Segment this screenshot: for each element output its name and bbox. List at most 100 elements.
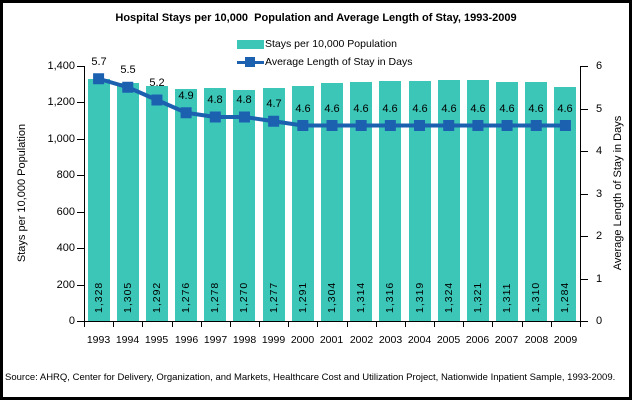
line-point-marker <box>559 120 571 131</box>
bar <box>379 81 401 321</box>
bar <box>233 90 255 321</box>
left-axis-tick <box>77 321 84 322</box>
x-axis-tick <box>288 322 289 327</box>
line-point-marker <box>297 120 309 131</box>
x-axis-tick <box>492 322 493 327</box>
right-axis-line <box>580 66 581 322</box>
x-tick-label: 2009 <box>553 334 578 346</box>
x-axis-tick <box>201 322 202 327</box>
line-point-label: 4.6 <box>295 103 311 115</box>
x-axis-tick <box>522 322 523 327</box>
left-axis-tick-label: 800 <box>56 169 75 181</box>
x-tick-label: 1993 <box>86 334 111 346</box>
x-tick-label: 2000 <box>290 334 315 346</box>
line-point-marker <box>501 120 513 131</box>
bar <box>175 89 197 321</box>
line-point-marker <box>414 120 426 131</box>
left-axis-tick <box>77 102 84 103</box>
left-axis-tick <box>77 139 84 140</box>
left-axis-tick <box>77 248 84 249</box>
line-point-label: 4.7 <box>266 98 282 110</box>
legend: Stays per 10,000 Population Average Leng… <box>237 37 412 69</box>
x-tick-label: 1998 <box>232 334 257 346</box>
right-axis-tick-label: 0 <box>596 315 603 327</box>
x-tick-label: 1997 <box>203 334 228 346</box>
line-point-label: 5.5 <box>120 64 136 76</box>
x-axis-tick <box>580 322 581 327</box>
x-axis-tick <box>434 322 435 327</box>
bar-series-swatch-icon <box>237 39 264 49</box>
left-axis-tick-label: 1,000 <box>47 133 75 145</box>
line-point-marker <box>268 115 280 127</box>
left-axis-tick <box>77 175 84 176</box>
bar <box>292 86 314 321</box>
line-point-label: 5.7 <box>91 56 107 68</box>
line-point-marker <box>151 94 163 106</box>
right-axis-tick-label: 1 <box>596 273 603 285</box>
line-point-marker <box>180 107 192 119</box>
line-series-swatch-icon <box>237 55 264 69</box>
bar <box>321 83 343 321</box>
legend-item-alos: Average Length of Stay in Days <box>237 55 412 69</box>
x-axis-tick <box>230 322 231 327</box>
trend-line-layer <box>93 73 571 131</box>
x-axis-tick <box>84 322 85 327</box>
chart-title: Hospital Stays per 10,000 Population and… <box>115 12 517 24</box>
x-axis-line <box>84 321 581 322</box>
line-point-label: 4.8 <box>236 94 252 106</box>
line-point-marker <box>443 120 455 131</box>
x-tick-label: 2008 <box>524 334 549 346</box>
x-tick-label: 2002 <box>349 334 374 346</box>
right-axis-tick <box>581 66 588 67</box>
bar <box>146 86 168 321</box>
x-tick-label: 2001 <box>319 334 344 346</box>
line-point-label: 4.6 <box>470 103 486 115</box>
line-point-marker <box>472 120 484 131</box>
line-point-marker <box>384 120 396 131</box>
right-axis-tick-label: 4 <box>596 145 603 157</box>
line-point-label: 4.6 <box>412 103 428 115</box>
x-axis-tick <box>405 322 406 327</box>
left-axis-line <box>84 66 85 321</box>
bar <box>525 82 547 321</box>
line-point-label: 5.2 <box>149 77 165 89</box>
x-axis-tick <box>317 322 318 327</box>
x-tick-label: 2007 <box>494 334 519 346</box>
bar <box>409 81 431 321</box>
right-axis-tick-label: 5 <box>596 103 603 115</box>
line-point-label: 4.6 <box>557 103 573 115</box>
right-axis-tick-label: 6 <box>596 60 603 72</box>
x-tick-label: 2006 <box>465 334 490 346</box>
legend-label-alos: Average Length of Stay in Days <box>265 56 413 68</box>
x-axis-tick <box>376 322 377 327</box>
bar <box>496 82 518 321</box>
x-axis-tick <box>259 322 260 327</box>
line-point-label: 4.6 <box>382 103 398 115</box>
right-axis-tick <box>581 109 588 110</box>
bar <box>350 82 372 321</box>
line-point-label: 4.6 <box>499 103 515 115</box>
x-axis-tick <box>551 322 552 327</box>
legend-item-stays: Stays per 10,000 Population <box>237 37 412 51</box>
line-point-marker <box>122 81 134 93</box>
x-axis-tick <box>172 322 173 327</box>
x-axis-tick <box>463 322 464 327</box>
x-tick-label: 1999 <box>261 334 286 346</box>
x-tick-label: 2003 <box>378 334 403 346</box>
source-note: Source: AHRQ, Center for Delivery, Organ… <box>5 372 616 383</box>
line-point-label: 4.9 <box>178 90 194 102</box>
line-point-marker <box>209 111 221 123</box>
line-point-marker <box>326 120 338 131</box>
right-axis-tick <box>581 151 588 152</box>
line-point-label: 4.8 <box>207 94 223 106</box>
line-point-marker <box>93 73 105 85</box>
line-point-label: 4.6 <box>353 103 369 115</box>
line-point-label: 4.6 <box>441 103 457 115</box>
bar <box>438 80 460 321</box>
bar <box>88 79 110 321</box>
x-tick-label: 1994 <box>115 334 140 346</box>
right-axis-tick-label: 2 <box>596 230 603 242</box>
legend-label-stays: Stays per 10,000 Population <box>265 38 397 50</box>
left-axis-tick-label: 0 <box>68 315 75 327</box>
